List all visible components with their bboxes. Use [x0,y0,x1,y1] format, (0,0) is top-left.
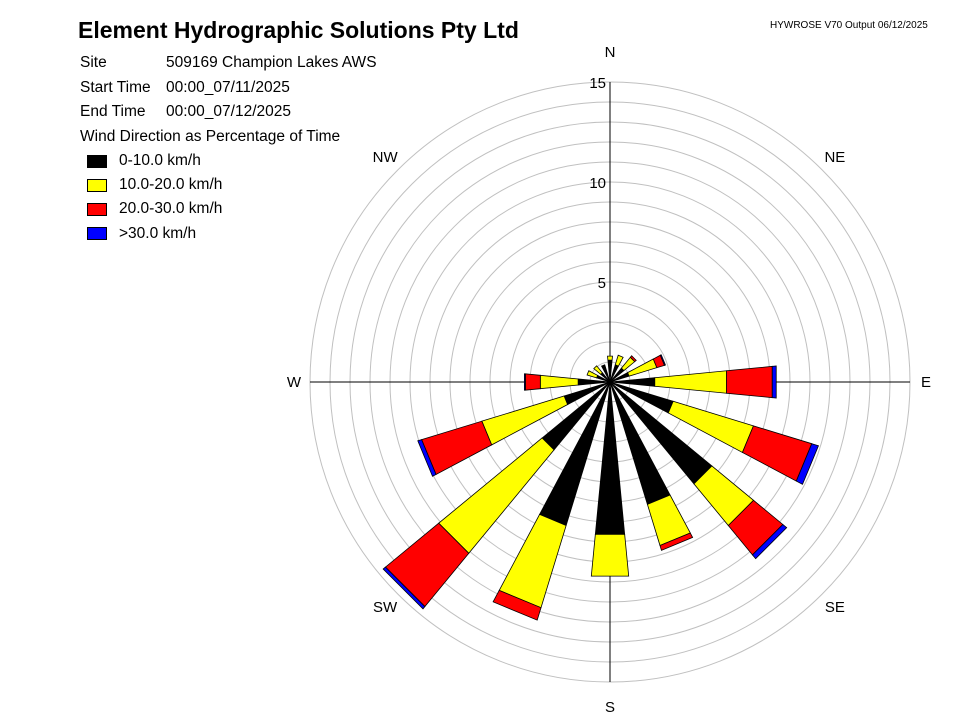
legend-swatch [87,203,107,216]
bar-ssw [492,589,542,621]
bar-nne [614,354,624,367]
bar-w [523,373,526,391]
end-time-value: 00:00_07/12/2025 [166,103,291,120]
legend-label: 0-10.0 km/h [119,152,201,169]
compass-label-w: W [287,374,302,391]
start-time-label: Start Time [80,79,151,96]
legend-label: 10.0-20.0 km/h [119,176,223,193]
start-time-value: 00:00_07/11/2025 [166,79,290,96]
compass-label-nw: NW [373,149,399,166]
bar-ne [629,355,637,363]
site-value: 509169 Champion Lakes AWS [166,54,377,71]
bar-sse [659,532,694,551]
bar-w [524,373,541,391]
compass-label-s: S [605,699,615,716]
bar-e [654,370,727,394]
legend-swatch [87,155,107,168]
legend-label: 20.0-30.0 km/h [119,200,223,217]
bar-sw [382,566,426,610]
bar-ssw [498,513,567,609]
radial-tick-label: 15 [589,75,606,92]
radial-tick-label: 5 [598,275,606,292]
bar-nw [593,365,603,375]
chart-subtitle: Wind Direction as Percentage of Time [80,128,341,145]
page-title: Element Hydrographic Solutions Pty Ltd [78,17,519,43]
radial-tick-label: 10 [589,175,606,192]
bar-e [726,365,773,399]
bar-ese [795,443,820,485]
compass-label-n: N [605,44,616,61]
bar-n [607,355,613,361]
legend-swatch [87,227,107,240]
legend-label: >30.0 km/h [119,225,197,242]
bar-e [771,365,777,399]
bar-ene [659,354,667,366]
bar-s [590,533,630,577]
bar-w [539,374,579,390]
compass-label-e: E [921,374,931,391]
bar-se [751,523,788,560]
legend-swatch [87,179,107,192]
compass-label-ne: NE [824,149,845,166]
bar-nnw [600,364,611,383]
version-text: HYWROSE V70 Output 06/12/2025 [770,20,928,31]
compass-label-sw: SW [373,599,398,616]
bar-wnw [586,370,599,379]
compass-label-se: SE [825,599,845,616]
end-time-label: End Time [80,103,146,120]
bar-wsw [417,439,437,477]
site-label: Site [80,54,107,71]
